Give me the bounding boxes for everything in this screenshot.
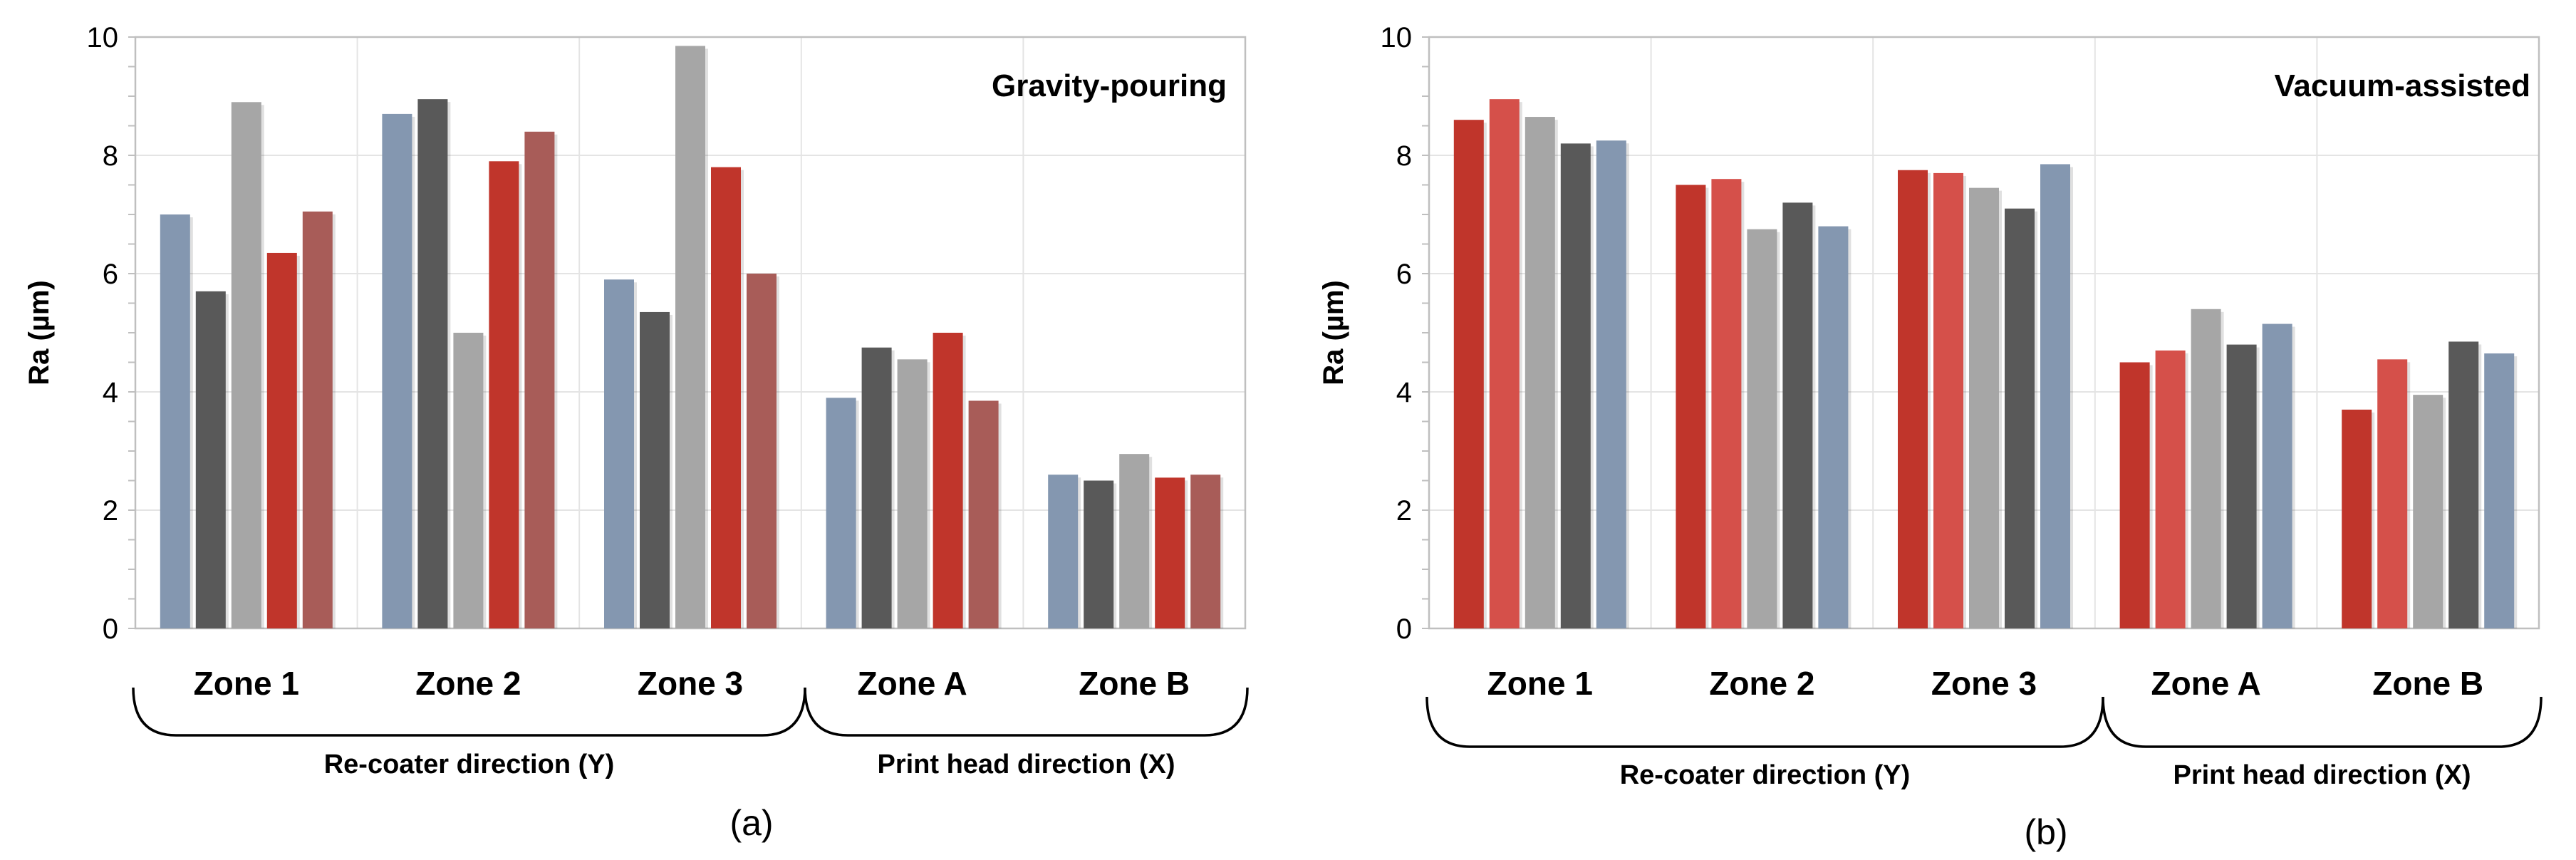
y-tick-label: 6: [103, 259, 118, 290]
bar-zone-b-series-5: [1190, 475, 1221, 628]
y-tick-label: 0: [103, 613, 118, 645]
bar-zone-3-series-5: [2040, 164, 2070, 628]
x-category-label: Zone 3: [638, 665, 743, 702]
y-tick-label: 8: [1396, 140, 1412, 172]
bar-zone-a-series-4: [933, 333, 963, 628]
y-tick-label: 8: [103, 140, 118, 172]
bar-zone-1-series-4: [266, 252, 297, 628]
panel-caption: (a): [729, 803, 773, 843]
x-category-label: Zone A: [2151, 665, 2261, 702]
group-label-print-head: Print head direction (X): [877, 750, 1175, 779]
brace-recoater-direction: [1425, 696, 2104, 748]
bar-zone-a-series-1: [2119, 362, 2150, 628]
bar-zone-a-series-2: [861, 347, 892, 628]
y-tick-label: 10: [1381, 22, 1413, 53]
bar-zone-2-series-3: [1747, 229, 1777, 628]
x-category-label: Zone 2: [415, 665, 521, 702]
x-category-label: Zone 3: [1931, 665, 2037, 702]
y-tick-label: 4: [1396, 377, 1412, 408]
bar-zone-a-series-4: [2226, 344, 2257, 628]
x-category-label: Zone A: [858, 665, 967, 702]
bar-zone-3-series-4: [2005, 208, 2035, 628]
bar-zone-2-series-5: [1818, 226, 1849, 629]
bar-zone-b-series-3: [1119, 454, 1150, 628]
x-category-label: Zone 1: [194, 665, 299, 702]
y-tick-label: 2: [103, 495, 118, 527]
group-label-print-head: Print head direction (X): [2173, 760, 2471, 790]
bar-zone-3-series-1: [604, 279, 634, 628]
bar-zone-2-series-2: [417, 99, 448, 628]
bar-zone-2-series-2: [1711, 179, 1742, 628]
bar-zone-2-series-3: [453, 333, 484, 628]
bar-zone-1-series-5: [302, 211, 333, 629]
chart-panel-1: 0 2 4 6 8 10 Ra (µm) Zone 1 Zone 2 Zone 3 Zone A Zo…: [24, 22, 1249, 843]
chart-panel-2: 0 2 4 6 8 10 Ra (µm) Zone 1 Zone 2 Zone 3 Zone A Zo…: [1318, 22, 2543, 852]
bar-zone-1-series-5: [1596, 140, 1626, 628]
bar-zone-2-series-1: [382, 113, 412, 628]
bar-zone-1-series-1: [160, 214, 190, 628]
bar-zone-3-series-2: [640, 311, 670, 628]
bar-zone-2-series-4: [1782, 202, 1813, 628]
brace-print-head-direction: [804, 687, 1249, 737]
bar-zone-a-series-1: [826, 398, 856, 628]
brace-recoater-direction: [132, 687, 806, 737]
bar-zone-3-series-3: [675, 46, 705, 628]
y-tick-label: 0: [1396, 613, 1412, 645]
bar-zone-1-series-3: [1525, 117, 1555, 629]
bar-zone-b-series-2: [1084, 480, 1114, 628]
x-category-label: Zone 1: [1487, 665, 1593, 702]
brace-print-head-direction: [2102, 696, 2543, 748]
group-label-recoater: Re-coater direction (Y): [1620, 760, 1911, 790]
bar-zone-3-series-3: [1969, 187, 1999, 628]
bar-zone-b-series-4: [2448, 341, 2479, 628]
bar-zone-2-series-1: [1676, 185, 1706, 628]
panel-title: Vacuum-assisted: [2275, 68, 2531, 103]
x-category-label: Zone 2: [1709, 665, 1814, 702]
bar-zone-1-series-1: [1453, 120, 1484, 628]
bar-zone-b-series-3: [2413, 395, 2443, 628]
bar-zone-b-series-5: [2484, 353, 2515, 628]
bar-zone-a-series-2: [2155, 350, 2186, 628]
bar-zone-b-series-1: [1048, 475, 1079, 628]
bar-zone-3-series-4: [711, 167, 741, 629]
bar-zone-a-series-3: [897, 359, 928, 628]
x-category-label: Zone B: [2372, 665, 2483, 702]
panel-caption: (b): [2024, 812, 2067, 852]
bar-zone-1-series-3: [231, 102, 261, 629]
bar-zone-a-series-5: [2262, 323, 2292, 628]
y-tick-label: 2: [1396, 495, 1412, 527]
bar-zone-b-series-4: [1155, 477, 1185, 628]
bar-zone-2-series-5: [524, 131, 555, 629]
bar-zone-a-series-3: [2191, 309, 2221, 628]
bar-zone-a-series-5: [968, 400, 999, 628]
group-label-recoater: Re-coater direction (Y): [324, 750, 615, 779]
y-axis-label: Ra (µm): [24, 280, 55, 385]
x-category-label: Zone B: [1079, 665, 1190, 702]
bar-zone-3-series-5: [747, 274, 777, 628]
bar-zone-1-series-4: [1560, 143, 1591, 628]
bar-zone-b-series-1: [2342, 409, 2372, 628]
bar-zone-3-series-1: [1898, 170, 1928, 628]
bar-zone-2-series-4: [489, 161, 519, 629]
panel-title: Gravity-pouring: [992, 68, 1227, 103]
y-tick-label: 6: [1396, 259, 1412, 290]
bar-zone-b-series-2: [2377, 359, 2408, 628]
bar-zone-1-series-2: [195, 291, 226, 628]
y-tick-label: 4: [103, 377, 118, 408]
y-tick-label: 10: [87, 22, 119, 53]
bar-zone-3-series-2: [1933, 172, 1963, 628]
bar-zone-1-series-2: [1489, 99, 1520, 628]
y-axis-label: Ra (µm): [1318, 280, 1349, 385]
